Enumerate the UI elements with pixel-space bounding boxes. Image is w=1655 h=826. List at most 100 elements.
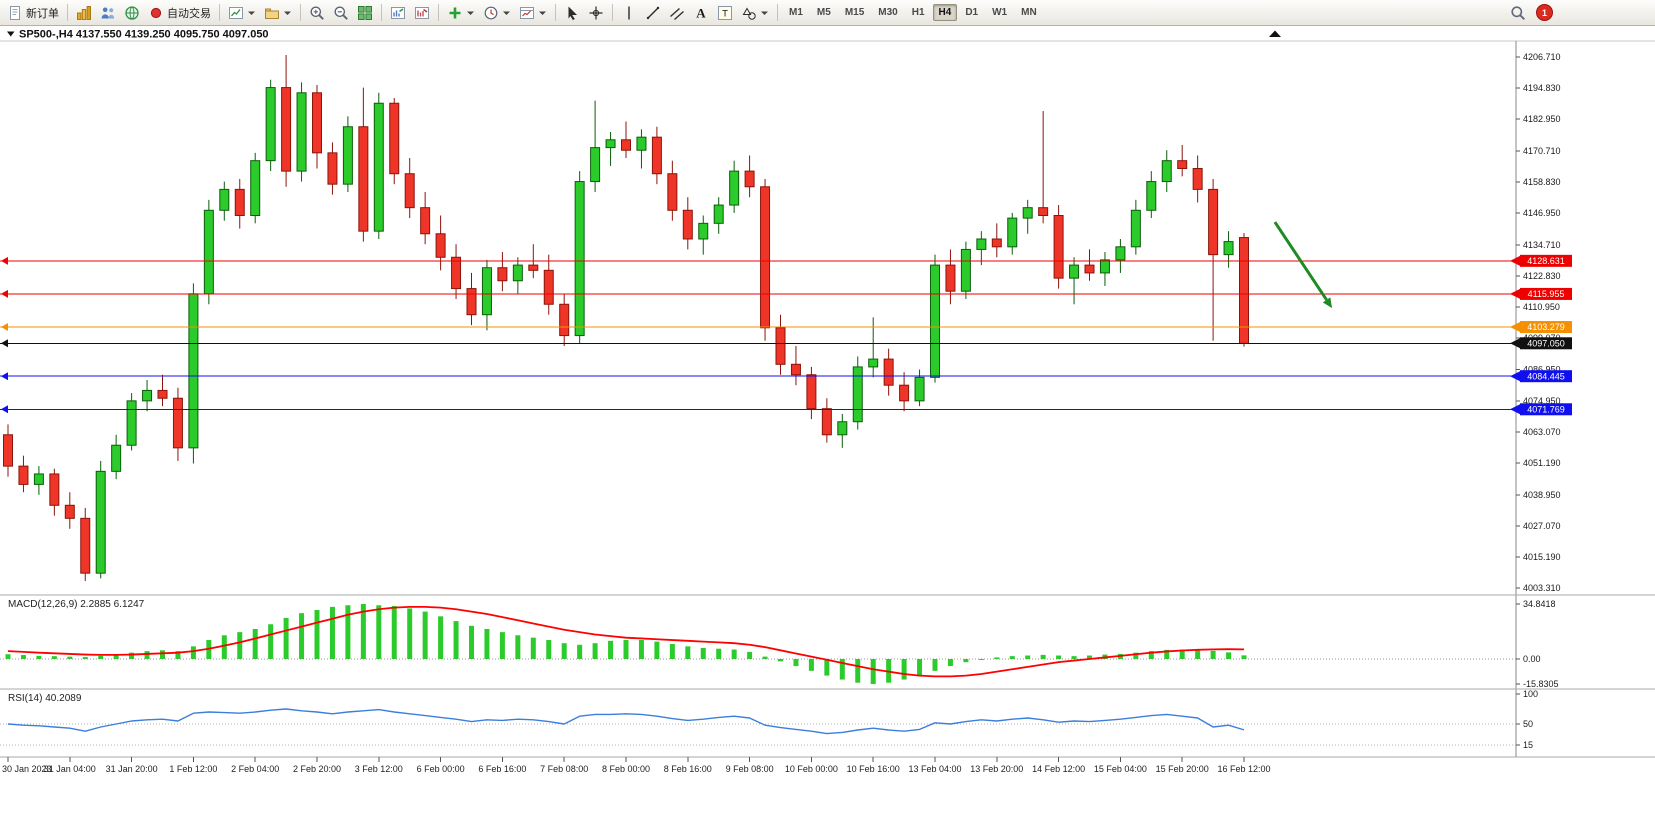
caret-down-icon <box>539 11 546 15</box>
macd-histogram-bar <box>731 649 737 659</box>
candle <box>1069 257 1080 305</box>
time-tick-label: 13 Feb 20:00 <box>970 764 1023 774</box>
macd-axis-label: 0.00 <box>1523 654 1541 664</box>
zoom-out-icon <box>334 6 348 20</box>
rsi-axis-label: 15 <box>1523 740 1533 750</box>
macd-histogram-bar <box>160 650 165 659</box>
macd-histogram-bar <box>1009 656 1015 659</box>
caret-down-icon <box>761 11 768 15</box>
time-tick-label: 10 Feb 16:00 <box>847 764 900 774</box>
price-line[interactable] <box>0 372 1516 381</box>
channel-button[interactable] <box>665 1 689 24</box>
bar-chart-button[interactable] <box>386 1 410 24</box>
zoom-in-button[interactable] <box>305 1 329 24</box>
red-dot-icon <box>150 7 162 18</box>
candle <box>621 121 631 159</box>
rsi-axis-label: 50 <box>1523 719 1533 729</box>
tile-windows-button[interactable] <box>353 1 377 24</box>
candle <box>883 348 894 396</box>
time-tick-label: 2 Feb 20:00 <box>293 764 341 774</box>
caret-down-icon <box>503 11 510 15</box>
candle <box>574 171 585 344</box>
price-line[interactable] <box>0 256 1516 265</box>
search-button[interactable] <box>1506 1 1530 24</box>
shapes-button[interactable] <box>737 1 773 24</box>
ohlc-collapse-icon[interactable] <box>7 31 15 37</box>
price-line[interactable] <box>0 339 1516 348</box>
timeframe-m1[interactable]: M1 <box>789 7 803 18</box>
time-tick-label: 1 Feb 12:00 <box>169 764 217 774</box>
trend-arrow-annotation[interactable] <box>1273 221 1333 309</box>
candle <box>760 178 771 341</box>
candle <box>451 244 462 300</box>
notification-badge[interactable]: 1 <box>1536 4 1553 21</box>
autotrading-button[interactable]: 自动交易 <box>144 1 215 24</box>
new-chart-icon <box>229 6 243 19</box>
period-button[interactable] <box>479 1 515 24</box>
price-tick-label: 4194.830 <box>1523 83 1561 93</box>
vertical-line-button[interactable] <box>617 1 641 24</box>
price-flag-label: 4097.050 <box>1527 338 1565 348</box>
time-tick-label: 6 Feb 16:00 <box>478 764 526 774</box>
timeframe-m15[interactable]: M15 <box>844 7 865 18</box>
template-button[interactable] <box>515 1 551 24</box>
price-tick-label: 4182.950 <box>1523 114 1561 124</box>
zoom-out-button[interactable] <box>329 1 353 24</box>
community-button[interactable] <box>120 1 144 24</box>
candle <box>930 254 940 383</box>
label-button[interactable]: T <box>713 1 737 24</box>
new-chart-button[interactable] <box>224 1 260 24</box>
macd-histogram-bar <box>978 659 984 660</box>
timeframe-d1[interactable]: D1 <box>965 7 979 18</box>
candle <box>327 142 338 195</box>
profiles-button[interactable] <box>260 1 296 24</box>
macd-histogram-bar <box>360 604 366 659</box>
candle <box>744 155 755 198</box>
candle <box>3 424 13 477</box>
price-line[interactable] <box>0 323 1516 332</box>
timeframe-m30[interactable]: M30 <box>878 7 898 18</box>
macd-histogram-bar <box>963 659 969 663</box>
price-scale-flag: 4128.631 <box>1510 254 1572 267</box>
candle <box>126 393 137 451</box>
timeframe-mn[interactable]: MN <box>1021 7 1037 18</box>
time-tick-label: 7 Feb 08:00 <box>540 764 588 774</box>
line-chart-button[interactable] <box>410 1 434 24</box>
candle <box>95 460 106 579</box>
macd-histogram-bar <box>530 637 536 659</box>
chart-shift-marker-icon[interactable] <box>1269 30 1281 38</box>
market-watch-button[interactable] <box>72 1 96 24</box>
candle <box>373 92 384 239</box>
macd-histogram-bar <box>469 625 474 659</box>
crosshair-button[interactable] <box>584 1 608 24</box>
macd-histogram-bar <box>1210 650 1216 659</box>
text-button[interactable]: A <box>689 1 713 24</box>
candle <box>945 249 956 305</box>
price-line[interactable] <box>0 289 1516 298</box>
time-tick-label: 15 Feb 04:00 <box>1094 764 1147 774</box>
timeframe-h4[interactable]: H4 <box>932 4 958 21</box>
macd-histogram-bar <box>762 656 768 659</box>
candle <box>899 372 910 412</box>
add-indicator-button[interactable] <box>443 1 479 24</box>
bar-chart-down-icon <box>415 6 429 19</box>
macd-histogram-bar <box>20 655 26 659</box>
new-order-button[interactable]: 新订单 <box>3 1 63 24</box>
candle <box>111 434 122 480</box>
candle <box>1130 199 1141 255</box>
macd-histogram-bar <box>654 641 660 659</box>
timeframe-w1[interactable]: W1 <box>992 7 1008 18</box>
timeframe-m5[interactable]: M5 <box>816 7 831 18</box>
price-scale-flag: 4103.279 <box>1510 321 1572 334</box>
cursor-button[interactable] <box>560 1 584 24</box>
macd-histogram-bar <box>577 644 583 659</box>
trendline-button[interactable] <box>641 1 665 24</box>
price-line[interactable] <box>0 405 1516 414</box>
price-scale-flag: 4084.445 <box>1510 370 1572 383</box>
time-tick-label: 14 Feb 12:00 <box>1032 764 1085 774</box>
macd-histogram-bar <box>546 640 552 659</box>
accounts-button[interactable] <box>96 1 120 24</box>
timeframe-h1[interactable]: H1 <box>911 7 925 18</box>
time-tick-label: 8 Feb 16:00 <box>664 764 712 774</box>
macd-histogram-bar <box>67 656 73 659</box>
